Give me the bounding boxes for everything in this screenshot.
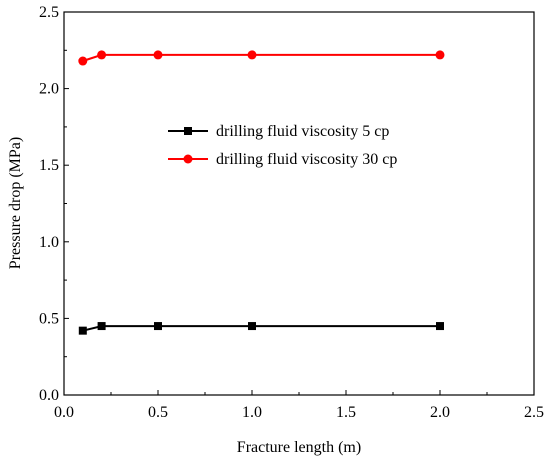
series-layer [78, 50, 445, 335]
legend-marker [183, 154, 193, 164]
data-point [153, 50, 163, 60]
y-tick-label: 0.5 [39, 310, 59, 327]
data-point [247, 50, 257, 60]
y-tick-label: 1.0 [39, 234, 59, 251]
x-tick-label: 1.0 [242, 404, 262, 421]
x-tick-label: 2.0 [430, 404, 450, 421]
legend-label: drilling fluid viscosity 5 cp [216, 123, 389, 140]
y-tick-label: 0.0 [39, 387, 59, 404]
x-tick-label: 0.5 [148, 404, 168, 421]
y-tick-label: 1.5 [39, 157, 59, 174]
y-axis-title: Pressure drop (MPa) [7, 137, 24, 269]
y-axis: 0.0 0.5 1.0 1.5 2.0 2.5 [39, 4, 69, 404]
series-line-2 [82, 53, 440, 62]
data-point [78, 326, 87, 335]
data-point [435, 50, 445, 60]
y-tick-label: 2.5 [39, 4, 59, 21]
x-tick-label: 2.5 [524, 404, 544, 421]
data-point [97, 322, 106, 331]
x-tick-label: 0.0 [54, 404, 74, 421]
y-tick-label: 2.0 [39, 81, 59, 98]
legend-marker [184, 127, 192, 135]
x-tick-label: 1.5 [336, 404, 356, 421]
data-point [78, 56, 88, 66]
data-point [154, 322, 162, 331]
data-point [97, 50, 107, 60]
data-point [436, 322, 444, 331]
legend-label: drilling fluid viscosity 30 cp [216, 151, 397, 168]
data-point [248, 322, 256, 331]
legend: drilling fluid viscosity 5 cp drilling fl… [168, 123, 397, 168]
x-axis: 0.0 0.5 1.0 1.5 2.0 2.5 [54, 390, 544, 421]
plot-area [63, 11, 535, 396]
series-line-1 [82, 325, 440, 332]
x-axis-title: Fracture length (m) [237, 439, 361, 456]
